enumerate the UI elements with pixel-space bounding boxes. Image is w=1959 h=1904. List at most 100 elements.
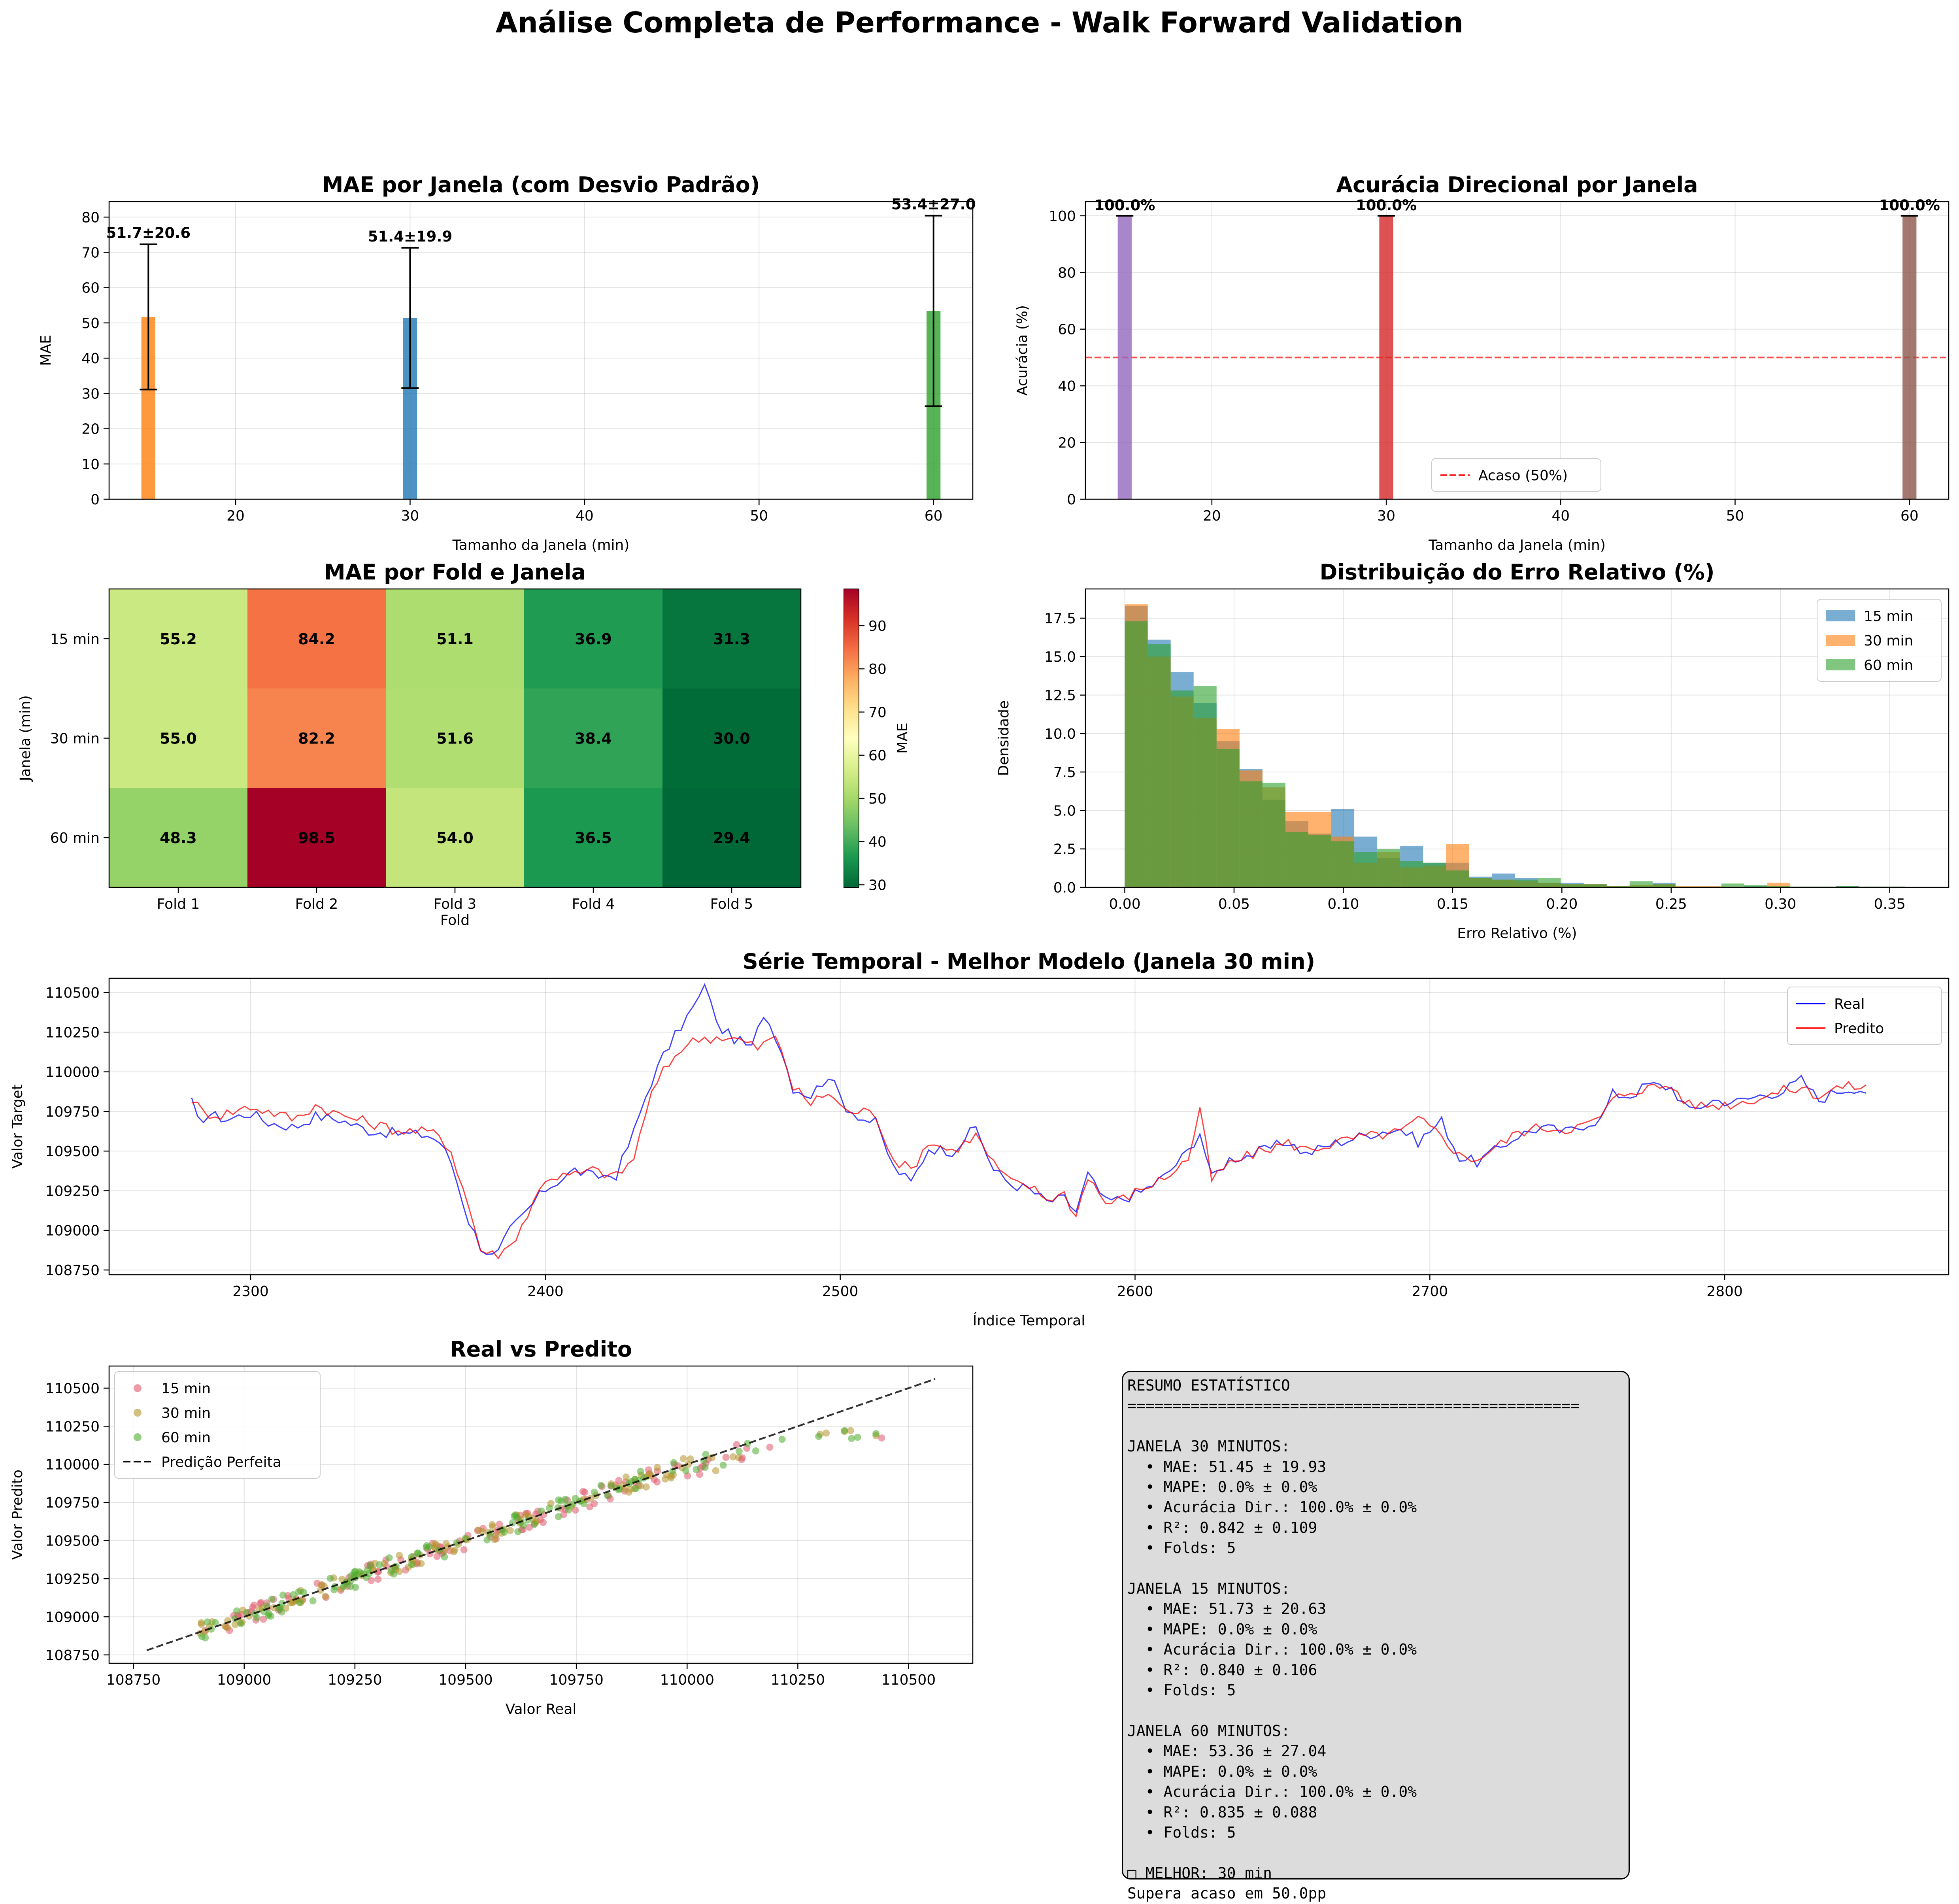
y-tick-label: 110250 (45, 1025, 100, 1041)
x-tick-label: 40 (1551, 508, 1570, 524)
chart-mae: 20 30 40 50 60 0 10 20 30 40 50 60 70 80 51.7±20.6 51.4… (38, 172, 976, 553)
y-tick-label: 2.5 (1053, 842, 1076, 858)
scatter-point (390, 1570, 398, 1578)
colorbar-tick-label: 40 (868, 834, 887, 850)
histogram-bar (1744, 885, 1768, 887)
chart-title: MAE por Janela (com Desvio Padrão) (322, 172, 760, 197)
y-tick-label: 5.0 (1053, 803, 1076, 819)
heatmap-cell (386, 688, 525, 788)
scatter-point (752, 1447, 759, 1455)
x-tick-label: 2600 (1117, 1283, 1153, 1300)
scatter-point (374, 1576, 382, 1583)
legend-label: Real (1834, 996, 1865, 1012)
scatter-point (231, 1615, 239, 1622)
scatter-point (491, 1536, 498, 1544)
histogram-bar (1193, 686, 1217, 887)
histogram-bar (1767, 886, 1791, 887)
scatter-point (591, 1500, 598, 1508)
scatter-point (847, 1427, 854, 1434)
scatter-point (417, 1560, 425, 1567)
cell-value: 30.0 (713, 730, 750, 747)
histogram-bar (1377, 849, 1400, 887)
histogram-bar (1561, 884, 1584, 887)
scatter-point (637, 1468, 644, 1475)
histogram-bar (1125, 621, 1148, 887)
scatter-point (289, 1591, 297, 1598)
scatter-point (376, 1561, 383, 1568)
x-tick-label: 60 (925, 508, 943, 524)
scatter-point (365, 1570, 373, 1578)
histogram-bar (1606, 886, 1630, 887)
y-tick-label: 0 (1067, 492, 1076, 508)
x-tick-label: 0.20 (1546, 896, 1578, 912)
axes-frame (108, 201, 974, 500)
histogram-bar (1652, 884, 1676, 887)
x-tick-label: 2700 (1412, 1283, 1448, 1300)
bar (1117, 215, 1132, 499)
scatter-point (744, 1440, 751, 1447)
chart-series: 2300 2400 2500 2600 2700 2800 108750 109000 1092… (9, 949, 1950, 1329)
scatter-point (414, 1549, 421, 1557)
summary-text: RESUMO ESTATÍSTICO =====================… (1127, 1377, 1580, 1902)
chart-title: MAE por Fold e Janela (324, 560, 586, 585)
scatter-point (545, 1504, 553, 1512)
scatter-point (489, 1523, 496, 1530)
x-axis-label: Fold (440, 912, 470, 928)
histogram-bar (1354, 852, 1378, 887)
y-tick-label: 40 (1058, 378, 1076, 394)
colorbar-tick-label: 30 (868, 877, 887, 893)
scatter-point (511, 1512, 518, 1520)
y-tick-label: 80 (81, 209, 100, 226)
scatter-point (198, 1619, 205, 1627)
scatter-point (640, 1474, 647, 1481)
cell-value: 98.5 (298, 829, 335, 847)
x-tick-label: 20 (226, 508, 245, 524)
y-axis-label: Valor Target (9, 1084, 26, 1169)
heatmap-cell (524, 688, 663, 788)
x-tick-label: 110500 (881, 1672, 936, 1688)
y-tick-label: 20 (81, 421, 100, 438)
cell-value: 38.4 (575, 730, 612, 747)
scatter-point (557, 1497, 565, 1505)
scatter-point (260, 1615, 267, 1623)
y-tick-label: 60 min (50, 830, 100, 846)
legend-label: 30 min (161, 1405, 211, 1421)
scatter-point (766, 1444, 774, 1451)
y-tick-label: 108750 (45, 1262, 100, 1279)
cell-value: 55.2 (160, 630, 197, 648)
bar (1902, 215, 1917, 499)
colorbar-tick-label: 50 (868, 791, 887, 807)
x-tick-label: 60 (1900, 508, 1919, 524)
scatter-point (444, 1543, 452, 1551)
x-axis-label: Valor Real (506, 1701, 577, 1717)
scatter-point (243, 1609, 251, 1616)
cell-value: 82.2 (298, 730, 335, 747)
scatter-point (204, 1618, 211, 1626)
scatter-point (268, 1595, 276, 1603)
legend-frame (114, 1371, 321, 1479)
scatter-point (483, 1536, 491, 1544)
scatter-point (366, 1562, 374, 1569)
colorbar-tick-label: 80 (868, 661, 887, 677)
heatmap-cell (524, 788, 663, 888)
perfect-prediction-line (146, 1378, 936, 1651)
legend-swatch (134, 1433, 142, 1441)
scatter-point (423, 1542, 430, 1549)
scatter-point (878, 1434, 885, 1442)
data-label: 100.0% (1356, 197, 1417, 214)
legend-frame (1431, 458, 1601, 492)
scatter-point (722, 1453, 730, 1461)
scatter-point (460, 1546, 468, 1553)
scatter-point (441, 1553, 448, 1561)
scatter-point (735, 1447, 743, 1455)
scatter-point (198, 1633, 206, 1640)
histogram-bar (1400, 861, 1423, 887)
scatter-point (729, 1453, 737, 1461)
axes-frame (1085, 588, 1950, 888)
scatter-point (321, 1593, 329, 1600)
y-axis-label: Valor Predito (9, 1470, 26, 1560)
scatter-point (608, 1482, 615, 1490)
axes-frame (108, 588, 802, 888)
axes-frame (108, 977, 1950, 1276)
